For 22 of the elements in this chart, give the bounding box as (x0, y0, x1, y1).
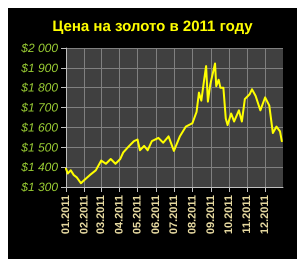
x-tick-label: 06.2011 (150, 195, 162, 234)
y-tick-label: $1 500 (20, 140, 58, 154)
x-tick-label: 08.2011 (186, 195, 198, 234)
y-tick-label: $1 400 (20, 160, 58, 174)
x-tick-label: 02.2011 (78, 195, 90, 234)
x-tick-label: 11.2011 (241, 195, 254, 234)
x-tick-label: 07.2011 (168, 195, 180, 234)
x-tick-label: 10.2011 (222, 195, 235, 234)
x-tick-label: 01.2011 (60, 195, 72, 234)
line-series (65, 62, 283, 184)
x-tick-label: 09.2011 (204, 195, 217, 234)
y-tick-label: $2 000 (20, 41, 58, 55)
x-tick-label: 12.2011 (259, 195, 272, 234)
y-tick-label: $1 300 (20, 180, 58, 194)
x-tick-label: 04.2011 (114, 195, 126, 234)
y-tick-label: $1 600 (20, 120, 58, 134)
y-tick-label: $1 700 (20, 100, 58, 115)
y-tick-label: $1 800 (20, 80, 58, 95)
x-tick-label: 03.2011 (95, 195, 108, 234)
x-tick-label: 05.2011 (132, 195, 144, 234)
chart-title: Цена на золото в 2011 году (52, 18, 254, 35)
y-tick-label: $1 900 (20, 60, 58, 75)
